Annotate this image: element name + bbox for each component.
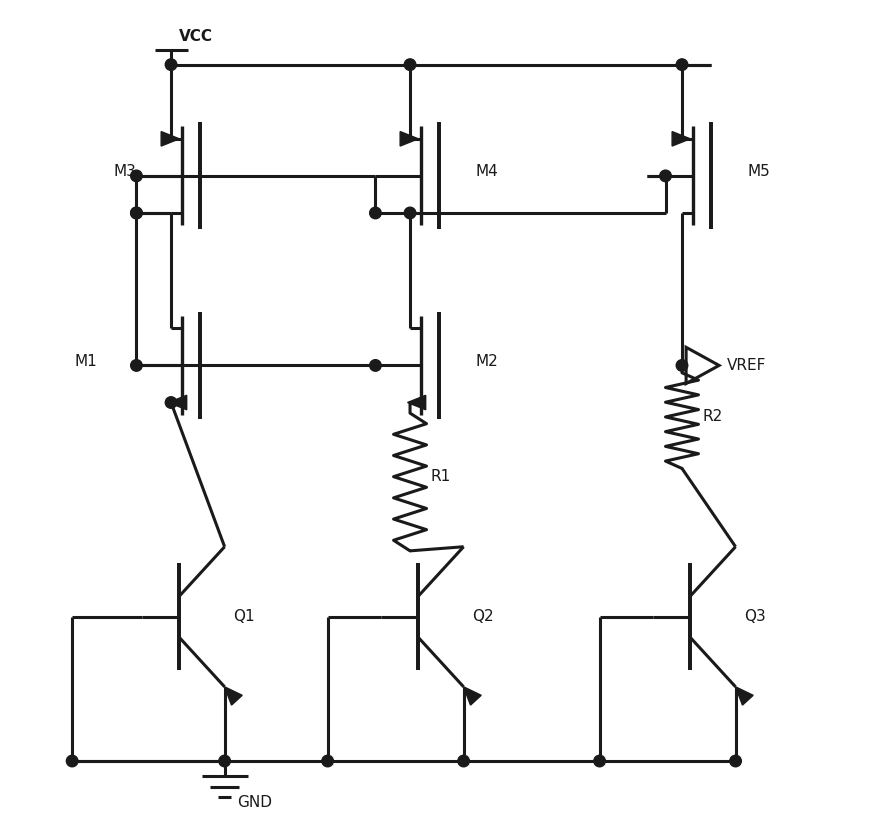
Text: R2: R2 [703,410,723,424]
Polygon shape [225,687,242,705]
Text: M4: M4 [476,164,499,179]
Circle shape [676,360,688,371]
Circle shape [369,207,381,219]
Polygon shape [161,132,179,146]
Polygon shape [735,687,753,705]
Polygon shape [408,396,425,410]
Circle shape [322,755,333,767]
Circle shape [130,170,142,182]
Polygon shape [168,396,187,410]
Circle shape [404,207,416,219]
Polygon shape [463,687,481,705]
Circle shape [66,755,78,767]
Circle shape [130,207,142,219]
Circle shape [130,207,142,219]
Text: M1: M1 [74,354,97,369]
Text: VCC: VCC [179,29,214,44]
Text: Q1: Q1 [233,609,254,624]
Text: Q2: Q2 [472,609,494,624]
Circle shape [404,59,416,70]
Text: M5: M5 [748,164,771,179]
Text: GND: GND [237,794,272,810]
Polygon shape [672,132,690,146]
Circle shape [369,360,381,371]
Text: Q3: Q3 [744,609,766,624]
Text: M3: M3 [113,164,136,179]
Circle shape [166,396,177,408]
Text: M2: M2 [476,354,499,369]
Circle shape [458,755,470,767]
Text: VREF: VREF [727,358,766,373]
Circle shape [660,170,672,182]
Circle shape [594,755,605,767]
Circle shape [130,360,142,371]
Circle shape [676,59,688,70]
Circle shape [219,755,230,767]
Text: R1: R1 [431,469,451,484]
Circle shape [166,59,177,70]
Polygon shape [400,132,418,146]
Circle shape [730,755,742,767]
